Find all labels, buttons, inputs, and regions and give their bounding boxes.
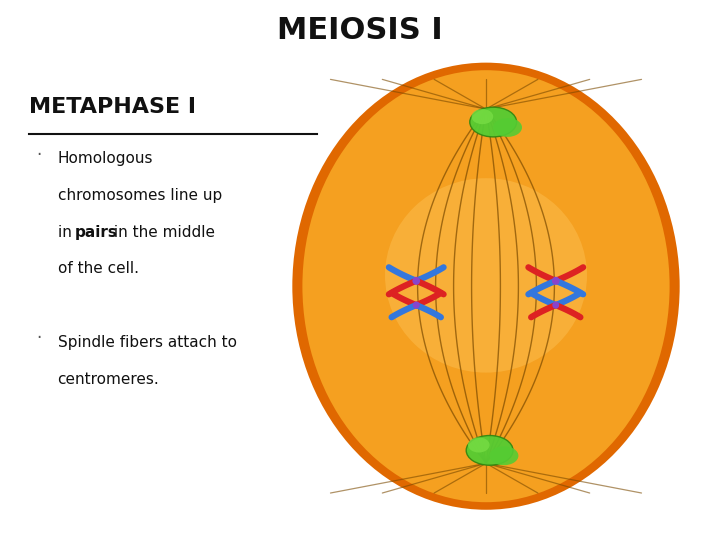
Ellipse shape [468,437,490,453]
Ellipse shape [552,276,559,285]
Ellipse shape [490,446,518,465]
Text: in the middle: in the middle [109,225,215,240]
Text: Spindle fibers attach to: Spindle fibers attach to [58,335,237,350]
Text: MEIOSIS I: MEIOSIS I [277,16,443,45]
Text: in: in [58,225,76,240]
Ellipse shape [472,109,493,124]
Ellipse shape [552,301,559,309]
Text: chromosomes line up: chromosomes line up [58,188,222,203]
Text: pairs: pairs [75,225,118,240]
Ellipse shape [413,301,420,309]
Ellipse shape [302,70,670,502]
Ellipse shape [470,107,517,137]
Text: ·: · [36,329,41,347]
Ellipse shape [413,276,420,285]
Ellipse shape [292,63,680,510]
Text: ·: · [36,146,41,164]
Text: Homologous: Homologous [58,151,153,166]
Ellipse shape [467,436,513,465]
Text: METAPHASE I: METAPHASE I [29,97,196,117]
Text: centromeres.: centromeres. [58,372,159,387]
Ellipse shape [385,178,587,373]
Ellipse shape [493,118,522,137]
Text: of the cell.: of the cell. [58,261,138,276]
